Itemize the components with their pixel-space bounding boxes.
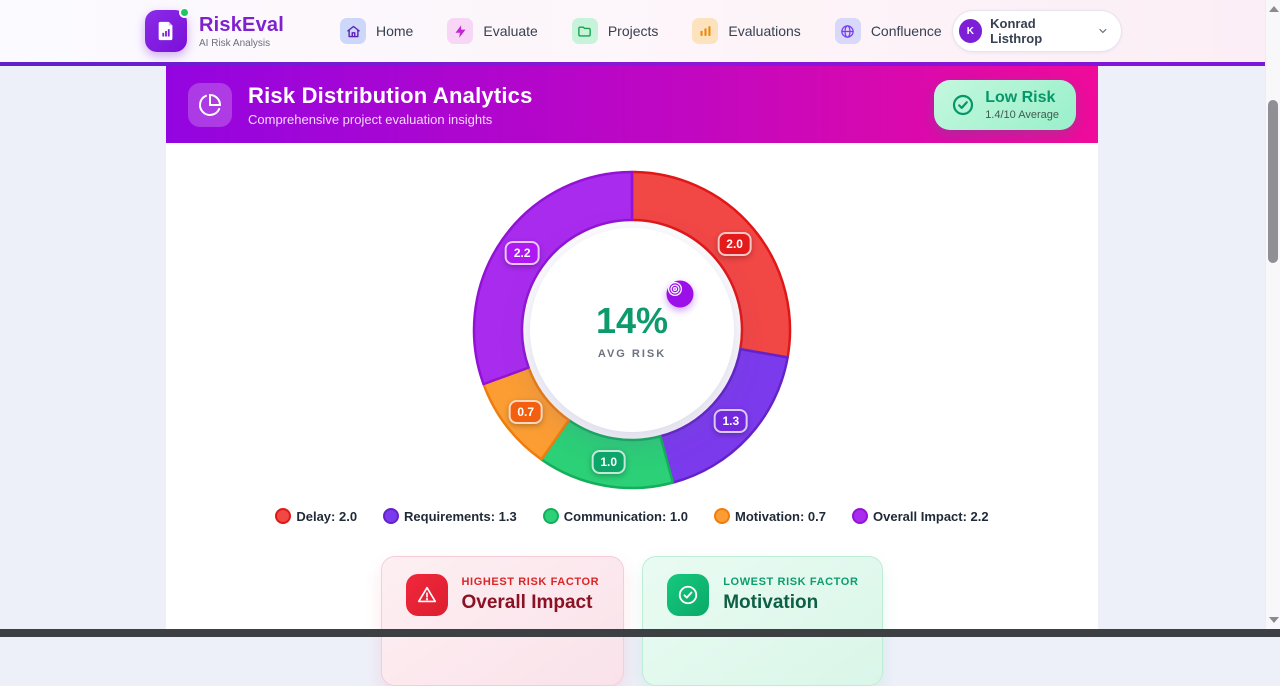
brand-name: RiskEval	[199, 13, 284, 36]
legend-dot	[542, 508, 559, 524]
donut-segment-delay[interactable]	[630, 170, 792, 359]
legend-item-communication: Communication: 1.0	[542, 508, 688, 524]
donut-center-circle	[530, 228, 734, 432]
scrollbar[interactable]	[1265, 0, 1280, 637]
nav-item-evaluate[interactable]: Evaluate	[437, 10, 547, 52]
legend-item-delay: Delay: 2.0	[275, 508, 357, 524]
highest-risk-kicker: HIGHEST RISK FACTOR	[461, 576, 600, 588]
lowest-risk-card: LOWEST RISK FACTOR Motivation	[642, 556, 884, 686]
nav-label: Evaluate	[483, 23, 538, 39]
avg-risk-value: 14%	[595, 300, 669, 341]
scrollbar-down-arrow[interactable]	[1269, 617, 1279, 623]
lowest-risk-title: Motivation	[723, 592, 819, 613]
legend-item-motivation: Motivation: 0.7	[714, 508, 826, 524]
risk-badge-text: Low Risk 1.4/10 Average	[985, 89, 1059, 121]
nav-item-evaluations[interactable]: Evaluations	[682, 10, 810, 52]
legend-dot	[714, 508, 730, 524]
risk-badge-label: Low Risk	[985, 88, 1056, 106]
warning-icon	[405, 574, 448, 616]
nav-label: Home	[376, 23, 414, 39]
segment-value-label-motivation: 0.7	[508, 399, 544, 424]
window-bottom-edge	[0, 629, 1280, 637]
legend-item-overall-impact: Overall Impact: 2.2	[852, 508, 989, 524]
segment-value-label-overall-impact: 2.2	[504, 241, 540, 266]
page-subtitle: Comprehensive project evaluation insight…	[248, 111, 493, 127]
brand-text: RiskEval AI Risk Analysis	[199, 14, 284, 49]
legend-dot	[275, 508, 292, 524]
segment-value-label-delay: 2.0	[717, 231, 752, 256]
pie-chart-icon	[188, 82, 232, 127]
donut-chart[interactable]: 14% AVG RISK 2.0 1.3 1.0 0.7 2.2	[462, 160, 802, 500]
nav-item-projects[interactable]: Projects	[562, 10, 669, 52]
nav-label: Confluence	[870, 23, 942, 39]
home-icon	[340, 18, 366, 44]
page-header-text: Risk Distribution Analytics Comprehensiv…	[248, 83, 533, 127]
user-name: Konrad Listhrop	[990, 16, 1043, 46]
chevron-down-icon	[1099, 28, 1107, 34]
lightning-icon	[447, 18, 474, 44]
nav-label: Evaluations	[728, 23, 801, 39]
segment-value-label-requirements: 1.3	[713, 408, 749, 433]
avatar: K	[958, 19, 983, 43]
legend-label: Delay: 2.0	[296, 508, 358, 524]
online-status-dot	[179, 7, 190, 18]
lowest-risk-text: LOWEST RISK FACTOR Motivation	[723, 574, 858, 614]
legend-label: Requirements: 1.3	[404, 508, 517, 524]
globe-icon	[834, 18, 861, 44]
top-navigation: RiskEval AI Risk Analysis Home Evaluate	[0, 0, 1265, 62]
legend-dot	[383, 508, 400, 524]
nav-label: Projects	[607, 23, 659, 39]
donut-center-text: 14% AVG RISK	[596, 300, 668, 360]
check-circle-icon	[667, 574, 710, 616]
chart-legend: Delay: 2.0 Requirements: 1.3 Communication…	[166, 508, 1098, 524]
brand-logo	[145, 7, 190, 52]
legend-label: Communication: 1.0	[563, 508, 688, 524]
document-chart-icon	[158, 21, 173, 41]
legend-label: Motivation: 0.7	[735, 508, 827, 524]
main-nav: Home Evaluate Projects	[330, 10, 952, 52]
user-menu[interactable]: K Konrad Listhrop	[951, 10, 1122, 52]
segment-value-label-communication: 1.0	[591, 449, 627, 474]
bar-chart-icon	[692, 18, 719, 44]
lowest-risk-kicker: LOWEST RISK FACTOR	[723, 576, 859, 588]
scrollbar-thumb[interactable]	[1268, 100, 1278, 263]
avg-risk-label: AVG RISK	[597, 348, 667, 360]
page-header: Risk Distribution Analytics Comprehensiv…	[166, 66, 1098, 143]
legend-item-requirements: Requirements: 1.3	[383, 508, 517, 524]
page-title: Risk Distribution Analytics	[248, 82, 533, 108]
highest-risk-title: Overall Impact	[461, 592, 593, 613]
highest-risk-text: HIGHEST RISK FACTOR Overall Impact	[462, 574, 600, 614]
brand-tagline: AI Risk Analysis	[199, 37, 271, 49]
scrollbar-up-arrow[interactable]	[1269, 6, 1279, 12]
risk-factor-cards: HIGHEST RISK FACTOR Overall Impact LOWES…	[166, 556, 1098, 686]
nav-accent-line	[0, 62, 1265, 66]
risk-level-badge: Low Risk 1.4/10 Average	[934, 79, 1076, 130]
risk-badge-sublabel: 1.4/10 Average	[985, 108, 1059, 121]
nav-item-home[interactable]: Home	[330, 10, 423, 52]
legend-label: Overall Impact: 2.2	[873, 508, 989, 524]
legend-dot	[852, 508, 869, 524]
highest-risk-card: HIGHEST RISK FACTOR Overall Impact	[380, 556, 625, 686]
folder-icon	[571, 18, 598, 44]
target-icon	[666, 280, 694, 308]
check-circle-icon	[953, 94, 974, 115]
brand: RiskEval AI Risk Analysis	[145, 7, 284, 52]
nav-item-confluence[interactable]: Confluence	[825, 10, 952, 52]
main-content: Risk Distribution Analytics Comprehensiv…	[166, 66, 1098, 686]
donut-segment-overall-impact[interactable]	[472, 170, 634, 386]
